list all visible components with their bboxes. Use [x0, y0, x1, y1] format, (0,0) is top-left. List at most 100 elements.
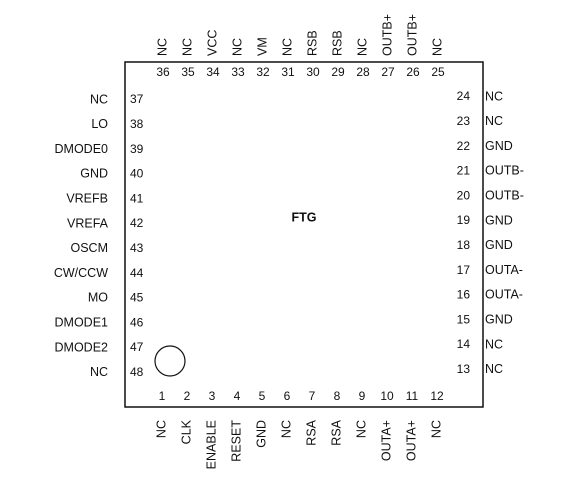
pin-number: 36 [156, 65, 170, 79]
pin-name: NC [280, 38, 294, 56]
pin-number: 6 [284, 389, 291, 403]
pin-number: 11 [406, 389, 419, 403]
pin-name: NC [485, 362, 503, 376]
pin-number: 16 [457, 288, 471, 302]
pin-name: GND [80, 167, 108, 181]
pin-number: 33 [231, 65, 245, 79]
pin-name: DMODE1 [55, 315, 109, 329]
pin-number: 47 [130, 340, 144, 354]
pin-name: OUTB+ [380, 14, 394, 56]
pin-name: NC [154, 420, 168, 438]
pin-name: NC [230, 38, 244, 56]
pin-number: 3 [209, 389, 216, 403]
pin-number: 45 [130, 291, 144, 305]
pin-name: NC [354, 420, 368, 438]
chip-label: FTG [292, 210, 317, 224]
pin-name: CW/CCW [54, 266, 108, 280]
pin-name: RSA [329, 419, 343, 445]
pin-number: 24 [457, 89, 471, 103]
pin-name: NC [90, 365, 108, 379]
pin-name: NC [155, 38, 169, 56]
pin-number: 32 [256, 65, 270, 79]
pin-name: NC [429, 420, 443, 438]
pin-name: GND [254, 420, 268, 448]
pin-name: RSA [304, 419, 318, 445]
pin-name: OUTA+ [379, 420, 393, 461]
pin-name: CLK [179, 419, 193, 444]
pin-number: 1 [159, 389, 166, 403]
pin-name: OUTB- [485, 188, 524, 202]
pin-number: 39 [130, 142, 144, 156]
pin-number: 31 [281, 65, 295, 79]
pin-number: 35 [181, 65, 195, 79]
pin-name: OUTA- [485, 288, 523, 302]
pin-number: 14 [457, 337, 471, 351]
pin-number: 23 [457, 114, 471, 128]
pin-name: NC [485, 114, 503, 128]
pin-number: 9 [359, 389, 366, 403]
chip-body [124, 61, 484, 408]
pin-name: NC [180, 38, 194, 56]
pin-name: LO [91, 117, 108, 131]
pin-name: VM [255, 37, 269, 56]
pin-number: 19 [457, 213, 471, 227]
pin-number: 12 [430, 389, 444, 403]
pin-number: 43 [130, 241, 144, 255]
pin-name: NC [90, 92, 108, 106]
pin-name: RSB [330, 30, 344, 56]
pin-number: 20 [457, 188, 471, 202]
pin-name: GND [485, 312, 513, 326]
pin-name: NC [355, 38, 369, 56]
pin-name: NC [485, 89, 503, 103]
pin-number: 5 [259, 389, 266, 403]
pin-number: 48 [130, 365, 144, 379]
pin-number: 25 [431, 65, 445, 79]
pin-name: NC [279, 420, 293, 438]
pin-name: OUTB- [485, 164, 524, 178]
pin-name: GND [485, 139, 513, 153]
pin-number: 8 [334, 389, 341, 403]
pin-number: 38 [130, 117, 144, 131]
pin-number: 37 [130, 92, 144, 106]
pin-number: 18 [457, 238, 471, 252]
pin-name: GND [485, 213, 513, 227]
pin-number: 7 [309, 389, 316, 403]
pin-number: 42 [130, 216, 144, 230]
pin-name: VREFA [67, 216, 109, 230]
pin-number: 40 [130, 167, 144, 181]
pin-name: OUTA- [485, 263, 523, 277]
pin-number: 26 [406, 65, 420, 79]
pin-number: 46 [130, 315, 144, 329]
pin-name: DMODE0 [55, 142, 109, 156]
pin-number: 27 [381, 65, 395, 79]
pin-number: 44 [130, 266, 144, 280]
pin-number: 21 [457, 164, 471, 178]
pin-number: 10 [380, 389, 394, 403]
pin-name: OSCM [71, 241, 109, 255]
pin-name: NC [485, 337, 503, 351]
pin-number: 22 [457, 139, 471, 153]
pin-name: GND [485, 238, 513, 252]
pin-number: 41 [130, 191, 144, 205]
pin-name: ENABLE [204, 420, 218, 469]
pin-name: VCC [205, 30, 219, 56]
pin-name: VREFB [66, 191, 108, 205]
pin-name: OUTB+ [405, 14, 419, 56]
pin-name: NC [430, 38, 444, 56]
pin-name: OUTA+ [404, 420, 418, 461]
pin-name: RSB [305, 30, 319, 56]
pin-number: 34 [206, 65, 220, 79]
pin-name: RESET [229, 420, 243, 462]
pin-number: 13 [457, 362, 471, 376]
pin-name: MO [88, 291, 108, 305]
pin-number: 28 [356, 65, 370, 79]
pin1-marker [154, 345, 186, 377]
pin-number: 15 [457, 312, 471, 326]
pin-number: 17 [457, 263, 471, 277]
pin-name: DMODE2 [55, 340, 109, 354]
pin-number: 2 [184, 389, 191, 403]
pin-number: 30 [306, 65, 320, 79]
pin-number: 29 [331, 65, 345, 79]
pin-number: 4 [234, 389, 241, 403]
